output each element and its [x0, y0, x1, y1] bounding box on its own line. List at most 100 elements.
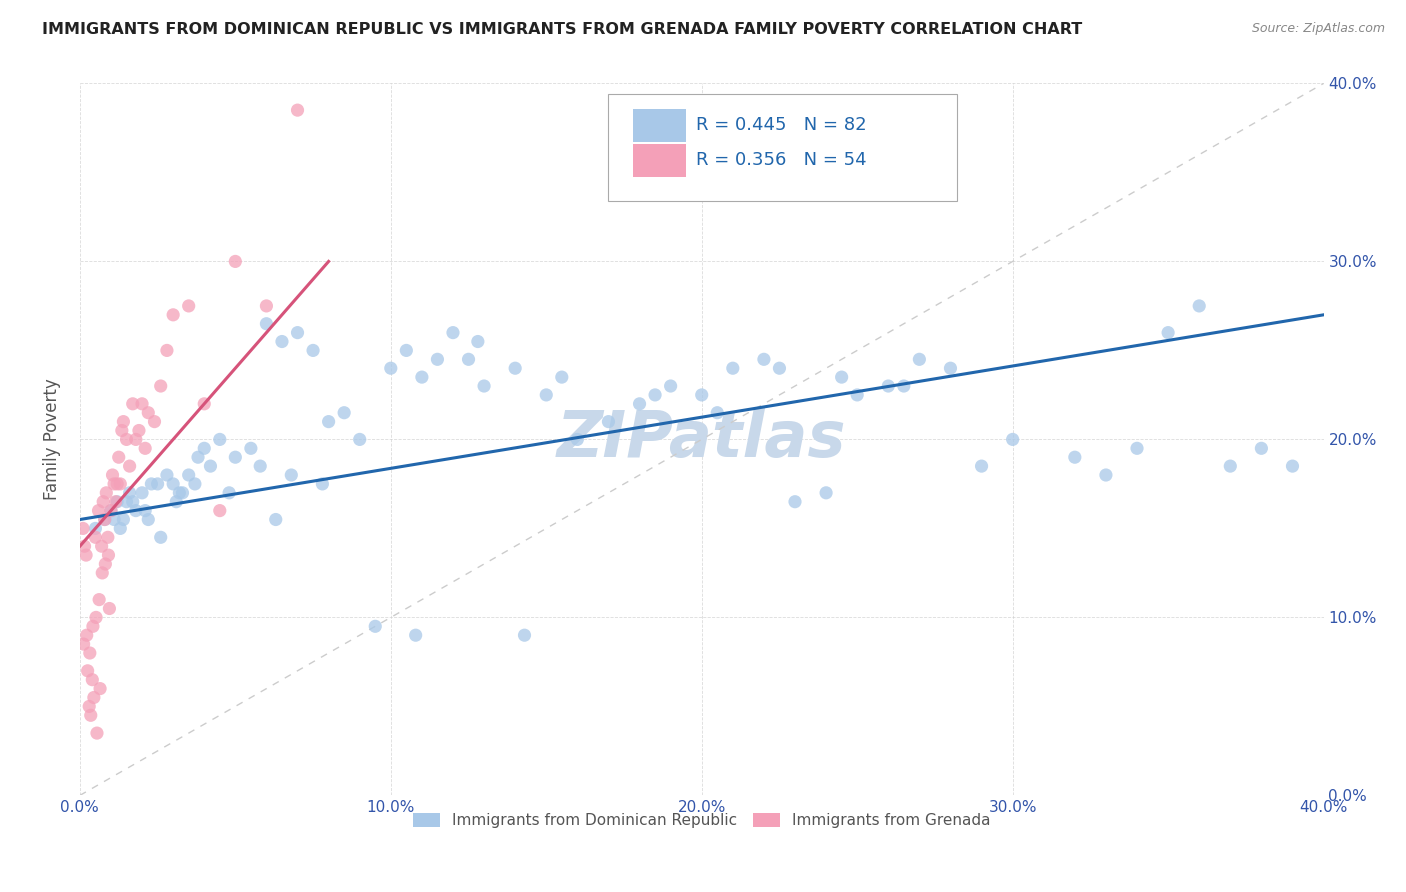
- Point: [84, 610, 107, 624]
- Point: [1157, 326, 1180, 340]
- Point: [115, 494, 138, 508]
- Point: [112, 512, 135, 526]
- Point: [567, 433, 589, 447]
- Point: [103, 477, 125, 491]
- Point: [177, 299, 200, 313]
- Point: [169, 485, 191, 500]
- Point: [131, 397, 153, 411]
- FancyBboxPatch shape: [609, 95, 956, 201]
- Point: [172, 485, 194, 500]
- Point: [690, 388, 713, 402]
- Point: [405, 628, 427, 642]
- Point: [104, 494, 127, 508]
- Point: [815, 485, 838, 500]
- Point: [395, 343, 418, 358]
- Point: [125, 433, 148, 447]
- Point: [1126, 442, 1149, 456]
- Point: [264, 512, 287, 526]
- Point: [97, 530, 120, 544]
- Point: [93, 512, 115, 526]
- Point: [224, 450, 246, 465]
- Point: [82, 673, 104, 687]
- FancyBboxPatch shape: [633, 109, 686, 142]
- Point: [134, 442, 156, 456]
- Point: [184, 477, 207, 491]
- Point: [100, 503, 122, 517]
- Point: [302, 343, 325, 358]
- Point: [287, 326, 309, 340]
- Point: [193, 442, 215, 456]
- Point: [349, 433, 371, 447]
- Point: [110, 477, 132, 491]
- Point: [467, 334, 489, 349]
- Text: R = 0.356   N = 54: R = 0.356 N = 54: [696, 151, 866, 169]
- Point: [208, 503, 231, 517]
- Point: [318, 415, 340, 429]
- Point: [1281, 459, 1303, 474]
- Point: [91, 494, 114, 508]
- FancyBboxPatch shape: [633, 144, 686, 177]
- Text: IMMIGRANTS FROM DOMINICAN REPUBLIC VS IMMIGRANTS FROM GRENADA FAMILY POVERTY COR: IMMIGRANTS FROM DOMINICAN REPUBLIC VS IM…: [42, 22, 1083, 37]
- Point: [536, 388, 558, 402]
- Point: [254, 317, 277, 331]
- Point: [110, 521, 132, 535]
- Point: [121, 494, 143, 508]
- Point: [1188, 299, 1211, 313]
- Point: [271, 334, 294, 349]
- Point: [156, 468, 179, 483]
- Point: [165, 494, 187, 508]
- Point: [98, 601, 121, 615]
- Point: [659, 379, 682, 393]
- Point: [162, 308, 184, 322]
- Point: [96, 485, 118, 500]
- Point: [134, 503, 156, 517]
- Point: [76, 628, 98, 642]
- Point: [877, 379, 900, 393]
- Y-axis label: Family Poverty: Family Poverty: [44, 378, 60, 500]
- Text: Source: ZipAtlas.com: Source: ZipAtlas.com: [1251, 22, 1385, 36]
- Point: [513, 628, 536, 642]
- Point: [239, 442, 262, 456]
- Point: [187, 450, 209, 465]
- Point: [628, 397, 651, 411]
- Point: [426, 352, 449, 367]
- Point: [72, 521, 94, 535]
- Point: [105, 477, 128, 491]
- Point: [503, 361, 526, 376]
- Point: [101, 468, 124, 483]
- Point: [128, 424, 150, 438]
- Point: [97, 548, 120, 562]
- Point: [254, 299, 277, 313]
- Text: R = 0.445   N = 82: R = 0.445 N = 82: [696, 116, 866, 134]
- Point: [457, 352, 479, 367]
- Point: [1095, 468, 1118, 483]
- Point: [118, 485, 141, 500]
- Point: [177, 468, 200, 483]
- Point: [193, 397, 215, 411]
- Point: [364, 619, 387, 633]
- Point: [82, 619, 104, 633]
- Point: [91, 566, 114, 580]
- Point: [721, 361, 744, 376]
- Point: [118, 459, 141, 474]
- Point: [162, 477, 184, 491]
- Point: [94, 557, 117, 571]
- Point: [136, 512, 159, 526]
- Point: [83, 690, 105, 705]
- Point: [146, 477, 169, 491]
- Point: [768, 361, 790, 376]
- Point: [970, 459, 993, 474]
- Point: [112, 415, 135, 429]
- Point: [287, 103, 309, 117]
- Point: [72, 637, 94, 651]
- Point: [156, 343, 179, 358]
- Point: [131, 485, 153, 500]
- Point: [846, 388, 869, 402]
- Point: [380, 361, 402, 376]
- Point: [93, 512, 115, 526]
- Point: [84, 530, 107, 544]
- Point: [551, 370, 574, 384]
- Point: [149, 530, 172, 544]
- Point: [100, 503, 122, 517]
- Point: [224, 254, 246, 268]
